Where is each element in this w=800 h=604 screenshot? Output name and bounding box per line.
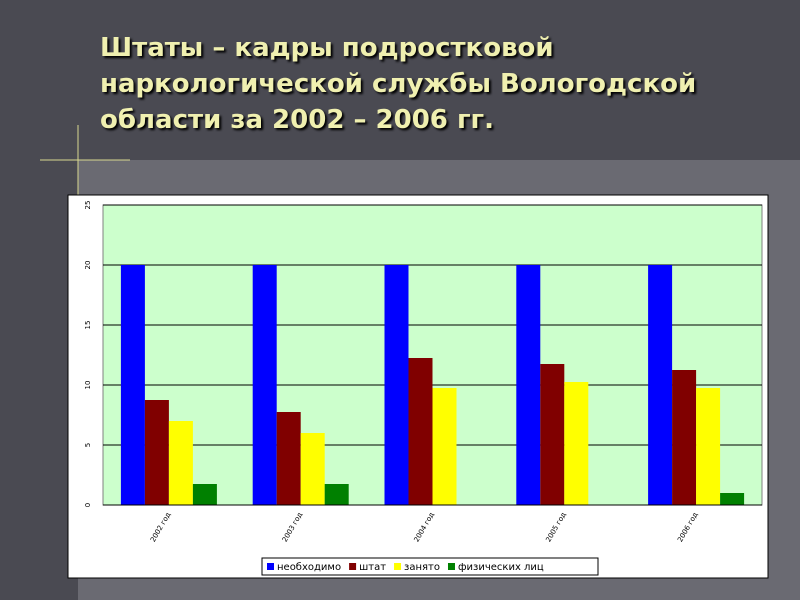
bar — [384, 265, 409, 505]
bar — [516, 265, 541, 505]
bar — [252, 265, 277, 505]
y-tick-label: 10 — [84, 381, 92, 390]
bar — [276, 412, 301, 505]
bar — [672, 370, 697, 505]
chart-title: Штаты – кадры подростковой наркологическ… — [100, 33, 697, 135]
legend-label: занято — [404, 562, 440, 573]
y-tick-label: 0 — [84, 503, 92, 507]
bar — [168, 421, 193, 505]
legend — [261, 557, 599, 576]
legend-swatch — [394, 563, 402, 570]
bar — [720, 493, 745, 505]
bar — [120, 265, 145, 505]
legend-label: штат — [359, 562, 386, 573]
bar — [696, 388, 721, 505]
legend-label: необходимо — [277, 562, 341, 573]
legend-swatch — [267, 563, 274, 570]
bar — [144, 400, 169, 505]
y-tick-label: 15 — [84, 321, 92, 330]
bar — [432, 388, 457, 505]
bar — [540, 364, 565, 505]
y-tick-label: 20 — [84, 261, 92, 270]
bar — [564, 382, 589, 505]
bar — [192, 484, 217, 505]
y-tick-label: 25 — [84, 201, 92, 210]
legend-swatch — [349, 563, 357, 570]
legend-label: физических лиц — [458, 562, 544, 573]
bar — [300, 433, 325, 505]
bar — [324, 484, 349, 505]
bar — [648, 265, 673, 505]
y-tick-label: 5 — [84, 443, 92, 447]
bar — [408, 358, 433, 505]
legend-swatch — [447, 563, 455, 570]
title-box: Штаты – кадры подростковой наркологическ… — [100, 33, 697, 135]
